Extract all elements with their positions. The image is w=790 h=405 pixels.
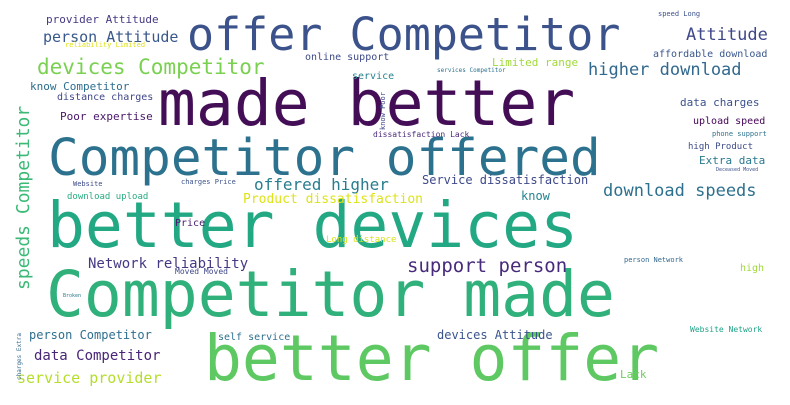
word: Competitor made: [46, 258, 615, 331]
word: Broken: [63, 293, 82, 299]
word: services Competitor: [437, 67, 506, 74]
word: speeds Competitor: [13, 105, 34, 290]
word: charges Price: [181, 178, 236, 186]
word: self service: [218, 332, 291, 343]
word: offer Competitor: [187, 8, 621, 61]
word: Extra data: [699, 154, 766, 167]
word: download speeds: [603, 181, 757, 201]
word: Long distance: [326, 235, 397, 245]
word: person Network: [624, 256, 684, 264]
word: made better: [158, 67, 576, 140]
word: person Attitude: [43, 28, 179, 46]
word: Lack: [620, 368, 647, 381]
word: phone support: [712, 130, 767, 138]
word: distance charges: [57, 92, 154, 103]
word: Service dissatisfaction: [422, 173, 589, 187]
word: Moved Moved: [175, 267, 228, 276]
word: person Competitor: [29, 328, 152, 342]
word: Network reliability: [88, 256, 249, 272]
word: reliability Limited: [65, 41, 146, 49]
word: Attitude: [686, 25, 768, 45]
word: Poor expertise: [60, 110, 153, 123]
word: affordable download: [653, 49, 768, 60]
word: higher download: [588, 60, 742, 80]
word: offered higher: [254, 175, 389, 194]
word: service: [352, 71, 395, 82]
word: devices Competitor: [37, 55, 265, 79]
word: devices Attitude: [437, 328, 553, 342]
word: Price: [175, 218, 206, 229]
word: high Product: [688, 142, 754, 152]
word: provider Attitude: [46, 13, 159, 26]
word: service provider: [17, 369, 162, 387]
word: better devices: [47, 189, 579, 262]
word: data charges: [680, 96, 760, 109]
word: online support: [305, 52, 390, 63]
word: charges Extra: [16, 333, 23, 380]
word: speed Long: [658, 10, 701, 18]
word: Product dissatisfaction: [243, 192, 424, 207]
word: support person: [407, 255, 568, 277]
word: Website Network: [690, 325, 763, 334]
word: download upload: [67, 192, 149, 202]
word: Competitor offered: [48, 129, 601, 188]
word: know Competitor: [30, 80, 130, 93]
word: data Competitor: [34, 348, 161, 364]
word: Website: [73, 180, 103, 188]
word: Deceased Moved: [716, 167, 759, 173]
word: better offer: [204, 322, 660, 395]
word: dissatisfaction Lack: [373, 130, 470, 139]
word: high: [740, 263, 765, 274]
word: know Poor: [379, 92, 387, 130]
word: upload speed: [693, 116, 766, 127]
word: Limited range: [492, 56, 579, 69]
word: know: [521, 189, 550, 203]
